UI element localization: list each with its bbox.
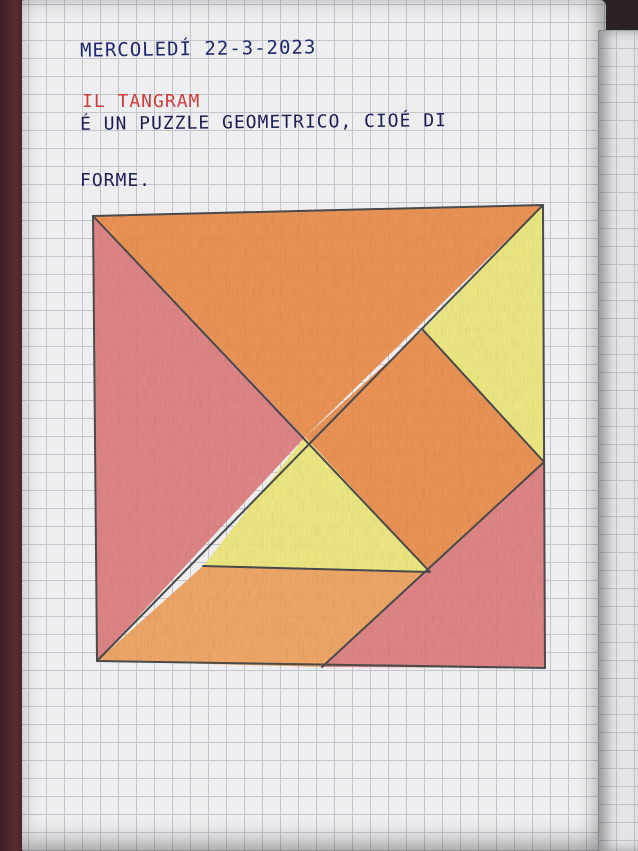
parallelogram-bottom: [97, 566, 430, 667]
small-triangle-right: [423, 205, 544, 462]
square-edge-line: [422, 329, 545, 463]
lower-diagonal-line: [321, 461, 545, 668]
diagonal-line-2: [96, 204, 544, 662]
definition-line-2: FORME.: [80, 170, 152, 191]
square-center: [305, 330, 544, 572]
large-triangle-left: [93, 216, 305, 661]
title-il-tangram: IL TANGRAM: [82, 91, 201, 112]
large-triangle-top: [93, 205, 543, 437]
inner-horizontal-line: [202, 565, 431, 573]
notebook-next-page: [598, 30, 638, 851]
pencil-outlines: [92, 204, 546, 669]
small-triangle-center: [203, 437, 430, 572]
tangram-outer-square: [92, 204, 546, 669]
diagonal-line-1: [92, 215, 431, 573]
